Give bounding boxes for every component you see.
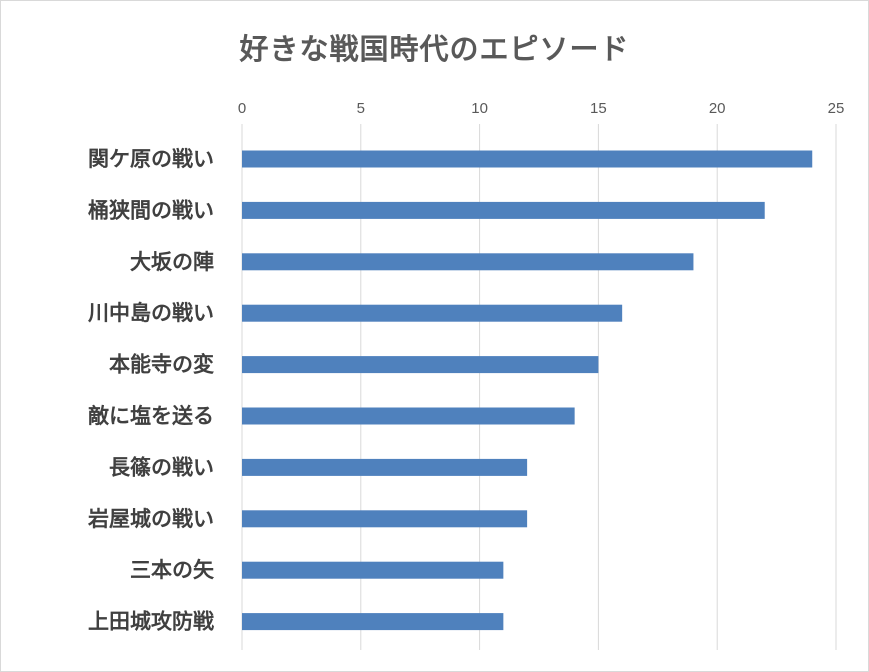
- category-label: 敵に塩を送る: [88, 404, 214, 428]
- bar: [242, 561, 504, 579]
- category-label: 本能寺の変: [109, 353, 214, 377]
- category-label: 岩屋城の戦い: [87, 507, 214, 531]
- x-tick-label: 0: [238, 100, 246, 117]
- bar: [242, 304, 623, 322]
- x-tick-label: 10: [471, 100, 488, 117]
- category-labels: 関ケ原の戦い桶狭間の戦い大坂の陣川中島の戦い本能寺の変敵に塩を送る長篠の戦い岩屋…: [87, 147, 215, 634]
- category-label: 関ケ原の戦い: [88, 147, 214, 171]
- x-axis-ticks: 0 5 10 15 20 25: [238, 100, 845, 117]
- category-label: 川中島の戦い: [87, 301, 214, 325]
- chart-title: 好きな戦国時代のエピソード: [239, 32, 630, 66]
- bar: [242, 201, 765, 219]
- bar: [242, 510, 528, 528]
- bar: [242, 613, 504, 631]
- x-tick-label: 5: [357, 100, 365, 117]
- x-tick-label: 15: [590, 100, 607, 117]
- category-label: 上田城攻防戦: [88, 610, 214, 634]
- bar: [242, 253, 694, 271]
- bar: [242, 407, 575, 425]
- bar: [242, 356, 599, 374]
- x-tick-label: 25: [828, 100, 845, 117]
- category-label: 大坂の陣: [130, 250, 214, 274]
- category-label: 長篠の戦い: [109, 455, 214, 479]
- bar: [242, 458, 528, 476]
- category-label: 三本の矢: [130, 558, 215, 582]
- category-label: 桶狭間の戦い: [88, 198, 214, 222]
- bar: [242, 150, 813, 168]
- x-tick-label: 20: [709, 100, 726, 117]
- bars: [242, 150, 813, 631]
